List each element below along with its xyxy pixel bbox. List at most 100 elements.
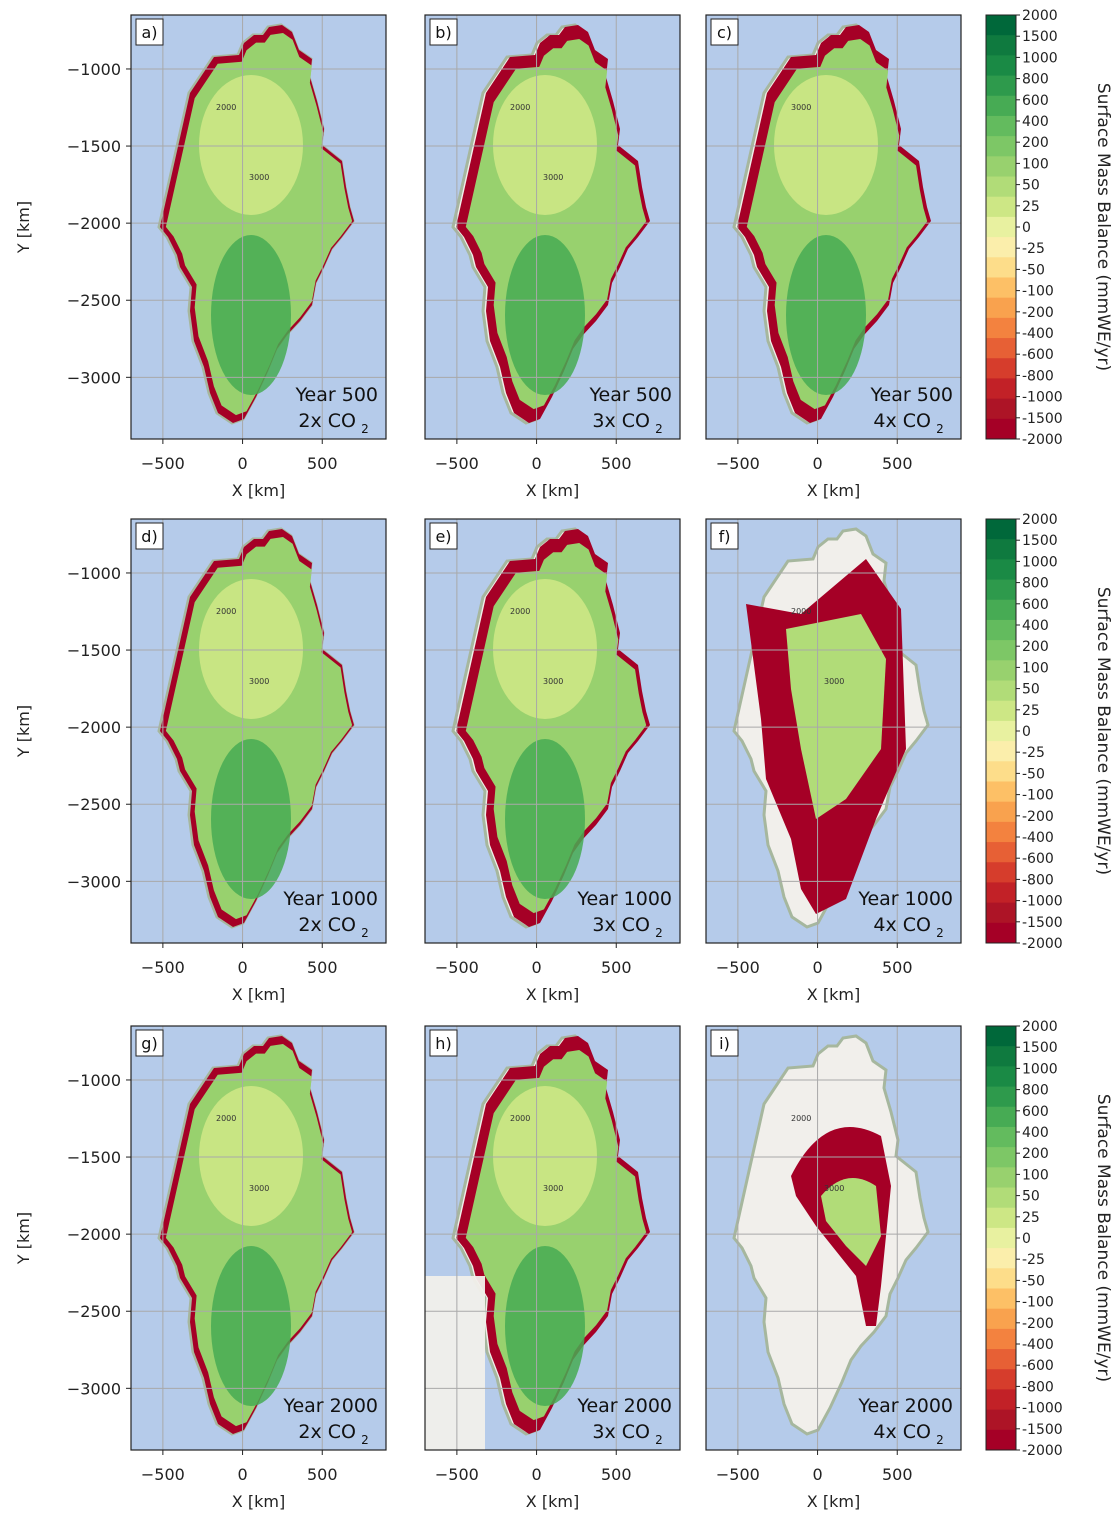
panel-f: 2000 3000 f) Year 1000 4x CO 2 −500 0 500 X [km] — [705, 518, 962, 1004]
co2-label: 3x CO — [592, 1421, 650, 1443]
contour-label: 3000 — [543, 173, 563, 182]
y-tick-label: −3000 — [67, 1379, 121, 1398]
y-tick-label: −1000 — [67, 1071, 121, 1090]
colorbar-tick-label: -400 — [1022, 1337, 1054, 1353]
colorbar-tick-label: -600 — [1022, 851, 1054, 867]
contour-label: 2000 — [791, 1114, 811, 1123]
colorbar-swatch — [986, 741, 1016, 762]
colorbar-tick-label: -2000 — [1022, 936, 1063, 952]
x-axis-label: X [km] — [526, 1492, 579, 1511]
colorbar-swatch — [986, 277, 1016, 299]
colorbar-swatch — [986, 842, 1016, 863]
panel-i: 2000 3000 i) Year 2000 4x CO 2 −500 0 500 X [km] — [705, 1025, 962, 1511]
colorbar-tick-label: 200 — [1022, 1146, 1049, 1162]
colorbar-tick-label: -100 — [1022, 1295, 1054, 1311]
x-tick-label: 500 — [307, 1465, 338, 1484]
colorbar-swatch — [986, 619, 1016, 641]
colorbar-tick-label: -100 — [1022, 788, 1054, 804]
colorbar-tick-label: 100 — [1022, 156, 1049, 172]
colorbar-swatch — [986, 781, 1016, 803]
panel-label: g) — [135, 1029, 164, 1057]
panel-g: 2000 3000 g) Year 2000 2x CO 2 −500 0 500 X [km] −… — [14, 1025, 387, 1511]
co2-label: 4x CO — [873, 914, 931, 936]
colorbar-swatch — [986, 1328, 1016, 1350]
colorbar-swatch — [986, 338, 1016, 359]
x-tick-label: −500 — [141, 1465, 185, 1484]
colorbar-swatch — [986, 398, 1016, 420]
y-tick-label: −2000 — [67, 1225, 121, 1244]
year-label: Year 2000 — [282, 1395, 378, 1417]
axes-frame — [424, 1025, 681, 1451]
colorbar-swatch — [986, 1349, 1016, 1370]
colorbar-swatch — [986, 136, 1016, 157]
colorbar-swatch — [986, 257, 1016, 278]
y-tick-label: −1000 — [67, 60, 121, 79]
colorbar-tick-label: -200 — [1022, 809, 1054, 825]
co2-label: 2x CO — [298, 914, 356, 936]
colorbar-swatch — [986, 660, 1016, 682]
axes-frame — [130, 1025, 387, 1451]
panel-id: f) — [719, 527, 731, 546]
year-label: Year 1000 — [857, 888, 953, 910]
panel-label: d) — [135, 522, 164, 550]
co2-subscript: 2 — [361, 926, 369, 940]
x-tick-label: 500 — [882, 958, 913, 977]
contour-label: 3000 — [543, 677, 563, 686]
x-axis-label: X [km] — [232, 985, 285, 1004]
south-dome — [505, 1246, 585, 1406]
x-tick-label: −500 — [716, 454, 760, 473]
colorbar-tick-label: -400 — [1022, 326, 1054, 342]
colorbar-swatch — [986, 297, 1016, 319]
colorbar-swatch — [986, 378, 1016, 400]
x-tick-label: 0 — [812, 454, 822, 473]
year-label: Year 500 — [294, 384, 378, 406]
colorbar-tick-label: 800 — [1022, 576, 1049, 592]
retreat-area — [425, 1276, 485, 1450]
colorbar-tick-label: -50 — [1022, 1273, 1045, 1289]
panel-label: a) — [135, 18, 164, 46]
panel-b: 2000 3000 b) Year 500 3x CO 2 −500 0 500 X [km] — [424, 14, 681, 500]
colorbar-swatch — [986, 801, 1016, 823]
co2-label: 4x CO — [873, 1421, 931, 1443]
colorbar-tick-label: 400 — [1022, 618, 1049, 634]
axes-frame — [424, 14, 681, 440]
colorbar-swatch — [986, 922, 1016, 944]
contour-label: 3000 — [249, 677, 269, 686]
colorbar-swatch — [986, 176, 1016, 198]
colorbar-swatch — [986, 1086, 1016, 1108]
colorbar-tick-label: -400 — [1022, 830, 1054, 846]
south-dome — [786, 235, 866, 395]
colorbar-swatch — [986, 559, 1016, 581]
colorbar-tick-label: 800 — [1022, 72, 1049, 88]
axes-frame — [424, 518, 681, 944]
colorbar-swatch — [986, 1227, 1016, 1249]
year-label: Year 1000 — [576, 888, 672, 910]
colorbar-tick-label: 25 — [1022, 703, 1040, 719]
accumulation-interior — [493, 75, 597, 215]
panel-id: g) — [141, 1034, 157, 1053]
panel-id: e) — [435, 527, 451, 546]
colorbar-swatch — [986, 640, 1016, 661]
y-axis-label: Y [km] — [14, 201, 33, 254]
colorbar-label: Surface Mass Balance (mmWE/yr) — [1093, 83, 1113, 371]
colorbar-tick-label: 2000 — [1022, 1019, 1058, 1035]
colorbar-swatch — [986, 35, 1016, 56]
colorbar-tick-label: 100 — [1022, 1167, 1049, 1183]
axes-frame — [705, 1025, 962, 1451]
colorbar-swatch — [986, 1288, 1016, 1310]
colorbar-swatch — [986, 1369, 1016, 1390]
colorbar-tick-label: -600 — [1022, 1358, 1054, 1374]
x-tick-label: 0 — [812, 958, 822, 977]
colorbar-tick-label: -800 — [1022, 872, 1054, 888]
x-tick-label: 500 — [307, 454, 338, 473]
x-axis-label: X [km] — [232, 1492, 285, 1511]
co2-label: 2x CO — [298, 1421, 356, 1443]
x-tick-label: 0 — [531, 1465, 541, 1484]
x-axis-label: X [km] — [807, 1492, 860, 1511]
x-tick-label: −500 — [435, 958, 479, 977]
colorbar-swatch — [986, 680, 1016, 702]
colorbar-tick-label: 2000 — [1022, 512, 1058, 528]
co2-subscript: 2 — [655, 926, 663, 940]
south-dome — [505, 235, 585, 395]
